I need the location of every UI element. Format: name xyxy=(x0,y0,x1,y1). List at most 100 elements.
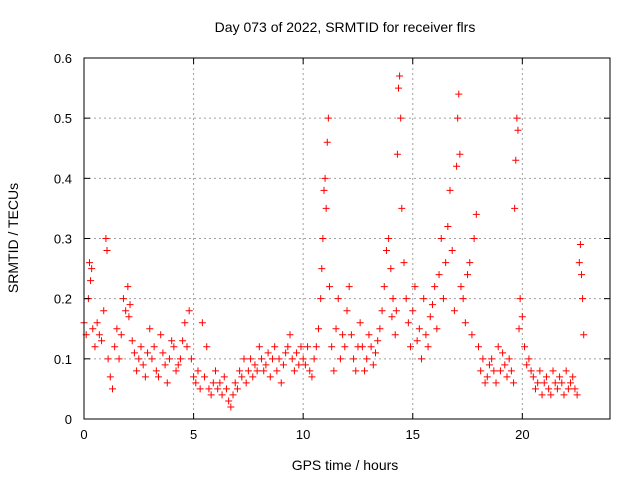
data-point xyxy=(433,325,441,333)
data-point xyxy=(461,319,469,327)
data-point xyxy=(446,186,454,194)
data-point xyxy=(207,391,215,399)
data-point xyxy=(499,349,507,357)
data-point xyxy=(122,307,130,315)
data-point xyxy=(212,367,219,375)
data-point xyxy=(361,367,369,375)
data-point xyxy=(426,313,434,321)
data-point xyxy=(580,331,588,339)
data-point xyxy=(514,126,522,134)
data-point xyxy=(170,343,178,351)
data-point xyxy=(510,379,518,387)
data-point xyxy=(459,295,467,303)
data-point xyxy=(271,343,279,351)
data-point xyxy=(518,313,526,321)
data-point xyxy=(325,283,333,291)
data-point xyxy=(341,343,349,351)
y-tick-label: 0.2 xyxy=(54,292,72,307)
data-point xyxy=(424,343,432,351)
data-point xyxy=(286,331,294,339)
data-point xyxy=(380,283,388,291)
data-point xyxy=(323,138,331,146)
data-point xyxy=(336,355,344,363)
axis-ticks xyxy=(83,57,610,420)
x-tick-label: 15 xyxy=(406,427,420,442)
data-point xyxy=(398,204,406,212)
data-point xyxy=(233,385,241,393)
data-point xyxy=(249,373,257,381)
data-point xyxy=(106,373,114,381)
data-point xyxy=(422,331,430,339)
data-point xyxy=(266,373,274,381)
data-point xyxy=(220,373,228,381)
y-tick-label: 0.6 xyxy=(54,51,72,66)
data-point xyxy=(322,204,330,212)
data-point xyxy=(477,367,485,375)
data-point xyxy=(367,343,375,351)
data-point xyxy=(571,385,579,393)
data-point xyxy=(320,186,328,194)
data-point xyxy=(485,361,493,369)
data-point xyxy=(339,331,347,339)
data-point xyxy=(119,295,127,303)
data-point xyxy=(553,385,561,393)
data-point xyxy=(439,295,447,303)
data-point xyxy=(264,349,272,357)
data-point xyxy=(397,114,405,122)
data-point xyxy=(330,367,338,375)
data-point xyxy=(141,373,149,381)
data-point xyxy=(187,355,195,363)
data-point xyxy=(93,319,101,327)
data-point xyxy=(560,391,568,399)
data-point xyxy=(218,391,226,399)
data-point xyxy=(343,307,351,315)
data-point xyxy=(468,331,476,339)
data-point xyxy=(376,325,384,333)
y-axis-label: SRMTID / TECUs xyxy=(5,183,21,293)
data-point xyxy=(356,319,364,327)
data-point xyxy=(306,367,314,375)
data-point xyxy=(293,349,301,357)
data-point xyxy=(529,373,537,381)
data-point xyxy=(481,379,489,387)
data-point xyxy=(124,283,132,291)
data-point xyxy=(222,385,230,393)
data-point xyxy=(135,355,143,363)
data-point xyxy=(516,295,524,303)
data-point xyxy=(258,355,266,363)
data-point xyxy=(387,265,395,273)
data-point xyxy=(201,373,209,381)
data-point xyxy=(569,373,577,381)
data-point xyxy=(275,355,283,363)
data-point xyxy=(157,331,165,339)
data-point xyxy=(345,283,353,291)
data-point xyxy=(525,355,533,363)
data-point xyxy=(556,373,564,381)
data-point xyxy=(216,379,224,387)
data-point xyxy=(205,385,213,393)
data-point xyxy=(411,283,419,291)
data-point xyxy=(128,337,136,345)
data-point xyxy=(85,259,93,267)
data-point xyxy=(279,361,287,369)
data-point xyxy=(513,114,521,122)
x-tick-label: 0 xyxy=(80,427,87,442)
data-point xyxy=(282,349,290,357)
data-point xyxy=(442,259,450,267)
data-point xyxy=(102,235,110,242)
data-point xyxy=(229,391,237,399)
data-point xyxy=(315,325,323,333)
data-point xyxy=(369,361,377,369)
data-point xyxy=(225,397,233,405)
data-point xyxy=(453,162,461,170)
data-point xyxy=(88,265,96,273)
data-point xyxy=(511,204,519,212)
data-point xyxy=(196,385,204,393)
data-point xyxy=(456,150,464,158)
data-point xyxy=(236,367,244,375)
data-point xyxy=(163,379,171,387)
data-point xyxy=(91,343,99,351)
data-point xyxy=(352,367,360,375)
data-point xyxy=(512,156,520,164)
